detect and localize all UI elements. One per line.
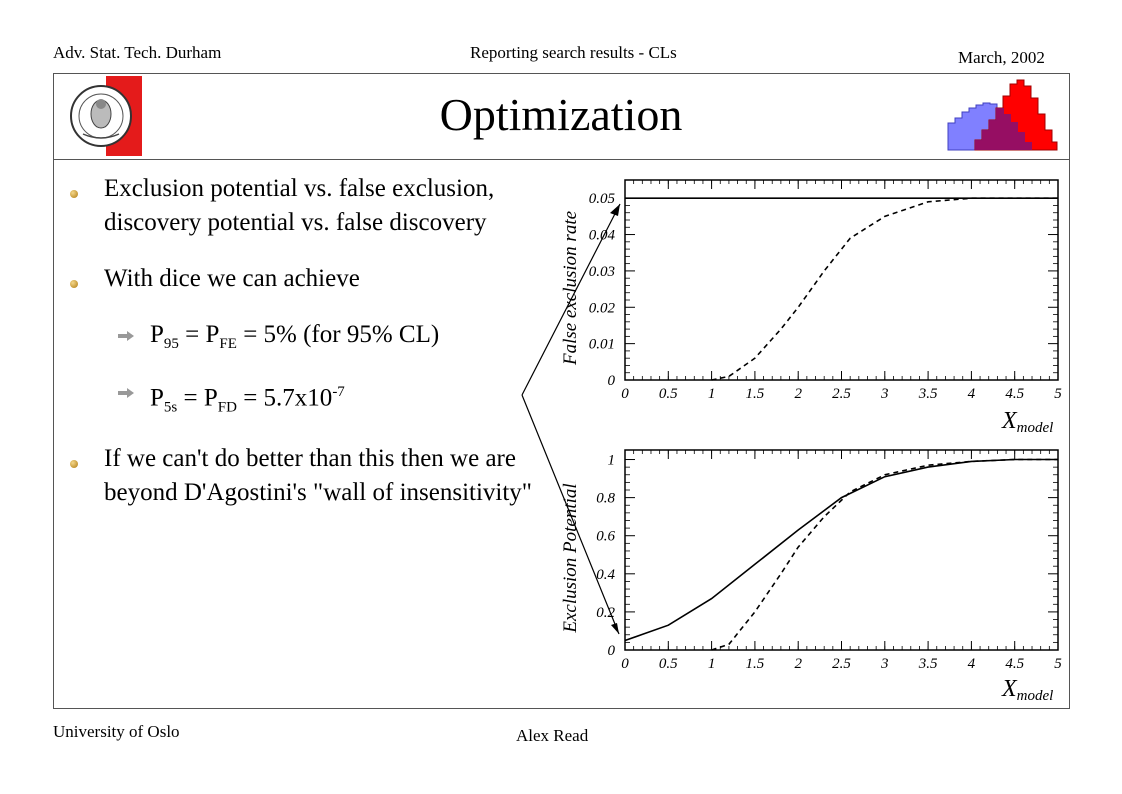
arrow-head-bottom <box>611 623 619 634</box>
arrow-to-bottom-chart <box>521 394 620 635</box>
arrow-head-top <box>610 204 620 216</box>
y-tick-label: 0 <box>608 643 616 659</box>
bullet-dot-icon <box>70 460 78 469</box>
y-tick-label: 0.03 <box>589 264 615 280</box>
x-tick-label: 3.5 <box>918 386 938 402</box>
x-tick-label: 4 <box>968 656 976 672</box>
x-tick-label: 0.5 <box>659 386 678 402</box>
series-2-line <box>711 197 1058 381</box>
x-tick-label: 2 <box>794 386 802 402</box>
x-axis-label: Xmodel <box>1001 408 1053 436</box>
arrow-to-top-chart <box>521 203 621 396</box>
sub1-eq2: = 5% (for 95% CL) <box>236 321 440 348</box>
sub-bullet-2: P5s = PFD = 5.7x10-7 <box>70 375 540 424</box>
y-tick-label: 0.01 <box>589 337 615 353</box>
y-tick-label: 1 <box>608 453 616 469</box>
arrow-bullet-icon <box>118 388 134 398</box>
sub2-p: P <box>150 384 164 412</box>
sub1-eq1: = P <box>178 321 220 348</box>
header-center-text: Reporting search results - CLs <box>470 43 677 62</box>
x-tick-label: 1 <box>708 656 716 672</box>
header-date: March, 2002 <box>958 48 1045 67</box>
x-tick-label: 2.5 <box>832 656 851 672</box>
y-tick-label: 0.04 <box>589 228 616 244</box>
y-tick-label: 0 <box>608 373 616 389</box>
y-tick-label: 0.2 <box>596 605 615 621</box>
x-tick-label: 2 <box>794 656 802 672</box>
sub2-s2: FD <box>217 399 237 416</box>
x-axis-label-sub: model <box>1017 420 1054 436</box>
x-tick-label: 4 <box>968 386 976 402</box>
bullet-text-1: Exclusion potential vs. false exclusion,… <box>104 175 495 236</box>
y-tick-label: 0.8 <box>596 491 615 507</box>
y-tick-label: 0.6 <box>596 529 615 545</box>
x-tick-label: 3 <box>880 386 889 402</box>
sub-bullet-1: P95 = PFE = 5% (for 95% CL) <box>70 318 540 361</box>
bullet-item-1: Exclusion potential vs. false exclusion,… <box>70 172 540 240</box>
header-left-text: Adv. Stat. Tech. Durham <box>53 43 222 62</box>
plot-frame <box>624 179 1059 381</box>
sub2-eq1: = P <box>177 384 218 412</box>
sub2-s1: 5s <box>163 399 178 416</box>
y-tick-label: 0.02 <box>589 300 616 316</box>
bullet-text-2: With dice we can achieve <box>104 265 360 292</box>
sub1-p: P <box>150 321 164 348</box>
x-tick-label: 0 <box>621 386 629 402</box>
chart-1: 0 0.5 1 1.5 2 2.5 3 3.5 4 4.5 5 0 0.01 0.02 0.03 0.04 0.… <box>560 179 1062 436</box>
plot-frame <box>624 449 1059 651</box>
slide-title: Optimization <box>439 89 683 140</box>
bullet-dot-icon <box>70 190 78 198</box>
x-tick-label: 1.5 <box>746 386 765 402</box>
x-tick-label: 0.5 <box>659 656 678 672</box>
bullet-list: Exclusion potential vs. false exclusion,… <box>70 172 540 532</box>
x-tick-label: 3 <box>880 656 889 672</box>
bullet-dot-icon <box>70 280 78 288</box>
x-axis-label: Xmodel <box>1001 676 1053 704</box>
x-tick-label: 5 <box>1054 386 1062 402</box>
bullet-item-2: With dice we can achieve <box>70 262 540 296</box>
series-2-line <box>711 458 1058 651</box>
y-axis-label: Exclusion Potential <box>560 483 581 633</box>
x-tick-label: 2.5 <box>832 386 851 402</box>
footer-center-text: Alex Read <box>516 726 589 745</box>
chart-2: 0 0.5 1 1.5 2 2.5 3 3.5 4 4.5 5 0 0.2 0.4 0.6 0.8 1 Exclu… <box>560 449 1062 704</box>
x-tick-label: 5 <box>1054 656 1062 672</box>
histogram-logo-icon <box>947 79 1058 151</box>
title-divider <box>53 159 1070 160</box>
y-axis-label: False exclusion rate <box>560 211 581 366</box>
x-tick-label: 1.5 <box>746 656 765 672</box>
sub1-s1: 95 <box>163 336 179 352</box>
y-tick-label: 0.4 <box>596 567 615 583</box>
university-seal-icon <box>70 76 142 156</box>
series-1-line <box>624 458 1058 642</box>
slide-frame <box>53 73 1070 709</box>
footer-left-text: University of Oslo <box>53 722 180 741</box>
sub1-s2: FE <box>219 336 237 352</box>
x-axis-label-sub: model <box>1017 688 1054 704</box>
x-tick-label: 0 <box>621 656 629 672</box>
y-tick-label: 0.05 <box>589 191 616 207</box>
x-tick-label: 4.5 <box>1005 656 1024 672</box>
sub2-sup: -7 <box>332 384 345 400</box>
x-tick-label: 4.5 <box>1005 386 1024 402</box>
x-tick-label: 3.5 <box>918 656 938 672</box>
bullet-item-3: If we can't do better than this then we … <box>70 442 540 510</box>
bullet-text-3: If we can't do better than this then we … <box>104 445 533 507</box>
x-tick-label: 1 <box>708 386 716 402</box>
arrow-bullet-icon <box>118 331 134 341</box>
sub2-eq2: = 5.7x10 <box>236 384 333 412</box>
